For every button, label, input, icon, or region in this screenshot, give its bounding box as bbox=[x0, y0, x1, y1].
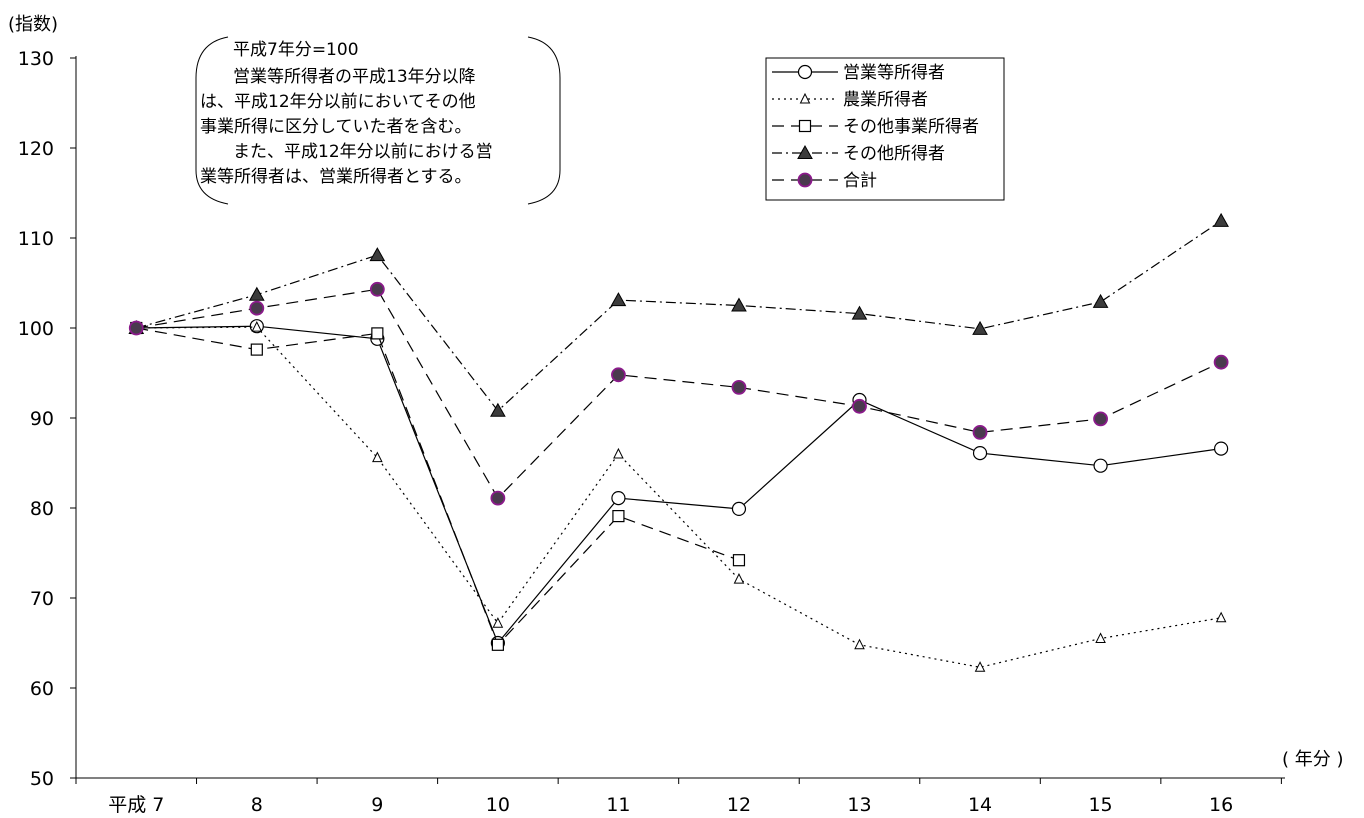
x-axis-label: ( 年分 ) bbox=[1282, 749, 1344, 770]
data-point bbox=[854, 638, 865, 650]
series-line bbox=[136, 327, 740, 646]
data-point bbox=[490, 402, 506, 417]
data-point bbox=[1093, 411, 1108, 427]
legend-label: その他所得者 bbox=[843, 144, 945, 164]
data-point bbox=[372, 451, 383, 463]
x-tick-label: 8 bbox=[251, 794, 263, 816]
data-point bbox=[611, 367, 626, 383]
data-point bbox=[851, 305, 868, 320]
legend-item-sonota-jigyo: その他事業所得者 bbox=[772, 117, 979, 137]
data-point bbox=[369, 247, 386, 262]
legend-marker bbox=[797, 172, 813, 188]
series-eigyo bbox=[129, 319, 1229, 651]
data-point bbox=[852, 398, 867, 414]
legend-item-gokei: 合計 bbox=[772, 171, 877, 191]
data-point bbox=[128, 320, 144, 336]
data-point bbox=[612, 510, 625, 523]
legend-marker bbox=[799, 92, 811, 104]
data-point bbox=[972, 424, 988, 440]
data-point bbox=[610, 292, 627, 307]
x-axis-ticks: 平成 7 8 9 10 11 12 13 14 15 16 bbox=[75, 778, 1282, 816]
y-tick-label: 50 bbox=[30, 768, 54, 790]
x-tick-label: 15 bbox=[1088, 794, 1112, 816]
legend-marker bbox=[798, 119, 812, 133]
x-tick-label: 13 bbox=[847, 794, 871, 816]
y-tick-label: 70 bbox=[30, 588, 54, 610]
data-point bbox=[248, 286, 265, 301]
legend-label: その他事業所得者 bbox=[843, 117, 979, 137]
data-point bbox=[731, 379, 747, 395]
legend-marker bbox=[797, 144, 813, 159]
x-tick-label: 14 bbox=[968, 794, 992, 816]
series-line bbox=[136, 325, 1222, 645]
x-tick-label: 平成 7 bbox=[108, 794, 164, 816]
legend-item-eigyo: 営業等所得者 bbox=[772, 63, 945, 83]
data-point bbox=[251, 320, 263, 332]
series-sonota bbox=[128, 212, 1229, 417]
data-point bbox=[972, 446, 988, 461]
y-tick-label: 90 bbox=[30, 408, 54, 430]
series-line bbox=[136, 326, 1222, 668]
note-line-5: また、平成12年分以前における営 bbox=[233, 142, 493, 162]
series-line bbox=[136, 220, 1222, 412]
note-line-2: 営業等所得者の平成13年分以降 bbox=[233, 67, 476, 87]
series-nogyo bbox=[130, 320, 1227, 672]
data-point bbox=[1213, 354, 1229, 370]
note-line-1: 平成7年分=100 bbox=[233, 40, 359, 60]
series-sonota-jigyo bbox=[130, 321, 746, 651]
series-layer bbox=[128, 212, 1229, 672]
x-tick-label: 12 bbox=[727, 794, 751, 816]
annotation-note: 平成7年分=100 営業等所得者の平成13年分以降 は、平成12年分以前において… bbox=[195, 36, 561, 205]
x-tick-label: 9 bbox=[371, 794, 383, 816]
legend-label: 農業所得者 bbox=[843, 90, 928, 110]
data-point bbox=[1213, 212, 1229, 227]
legend-label: 合計 bbox=[843, 171, 877, 191]
data-point bbox=[369, 281, 385, 297]
x-tick-label: 16 bbox=[1209, 794, 1233, 816]
series-gokei bbox=[128, 281, 1229, 506]
legend-marker bbox=[797, 64, 813, 80]
data-point bbox=[1214, 441, 1229, 456]
data-point bbox=[490, 490, 506, 506]
legend-item-nogyo: 農業所得者 bbox=[772, 90, 928, 110]
data-point bbox=[972, 320, 988, 335]
data-point bbox=[611, 491, 626, 506]
x-tick-label: 10 bbox=[486, 794, 510, 816]
data-point bbox=[1092, 293, 1109, 308]
data-point bbox=[731, 501, 747, 516]
data-point bbox=[974, 661, 986, 672]
y-tick-label: 110 bbox=[18, 228, 54, 250]
data-point bbox=[733, 572, 745, 584]
legend-item-sonota: その他所得者 bbox=[772, 144, 945, 164]
data-point bbox=[492, 617, 504, 628]
data-point bbox=[371, 327, 384, 340]
y-axis-label: (指数) bbox=[8, 14, 58, 35]
y-tick-label: 120 bbox=[18, 138, 54, 160]
note-line-4: 事業所得に区分していた者を含む。 bbox=[200, 117, 472, 137]
y-tick-label: 100 bbox=[18, 318, 54, 340]
data-point bbox=[250, 343, 263, 356]
y-tick-label: 60 bbox=[30, 678, 54, 700]
data-point bbox=[1215, 611, 1227, 623]
data-point bbox=[249, 300, 265, 316]
data-point bbox=[731, 297, 747, 312]
legend-label: 営業等所得者 bbox=[843, 63, 945, 83]
note-line-6: 業等所得者は、営業所得者とする。 bbox=[200, 167, 472, 187]
data-point bbox=[732, 554, 746, 567]
y-axis-ticks: 50 60 70 80 90 100 110 120 130 bbox=[18, 48, 76, 790]
data-point bbox=[1093, 458, 1108, 473]
x-tick-label: 11 bbox=[606, 794, 630, 816]
data-point bbox=[491, 638, 504, 651]
series-line bbox=[136, 288, 1222, 500]
y-tick-label: 80 bbox=[30, 498, 54, 520]
data-point bbox=[1095, 632, 1106, 643]
y-tick-label: 130 bbox=[18, 48, 54, 70]
note-line-3: は、平成12年分以前においてその他 bbox=[200, 92, 476, 112]
data-point bbox=[613, 447, 624, 459]
